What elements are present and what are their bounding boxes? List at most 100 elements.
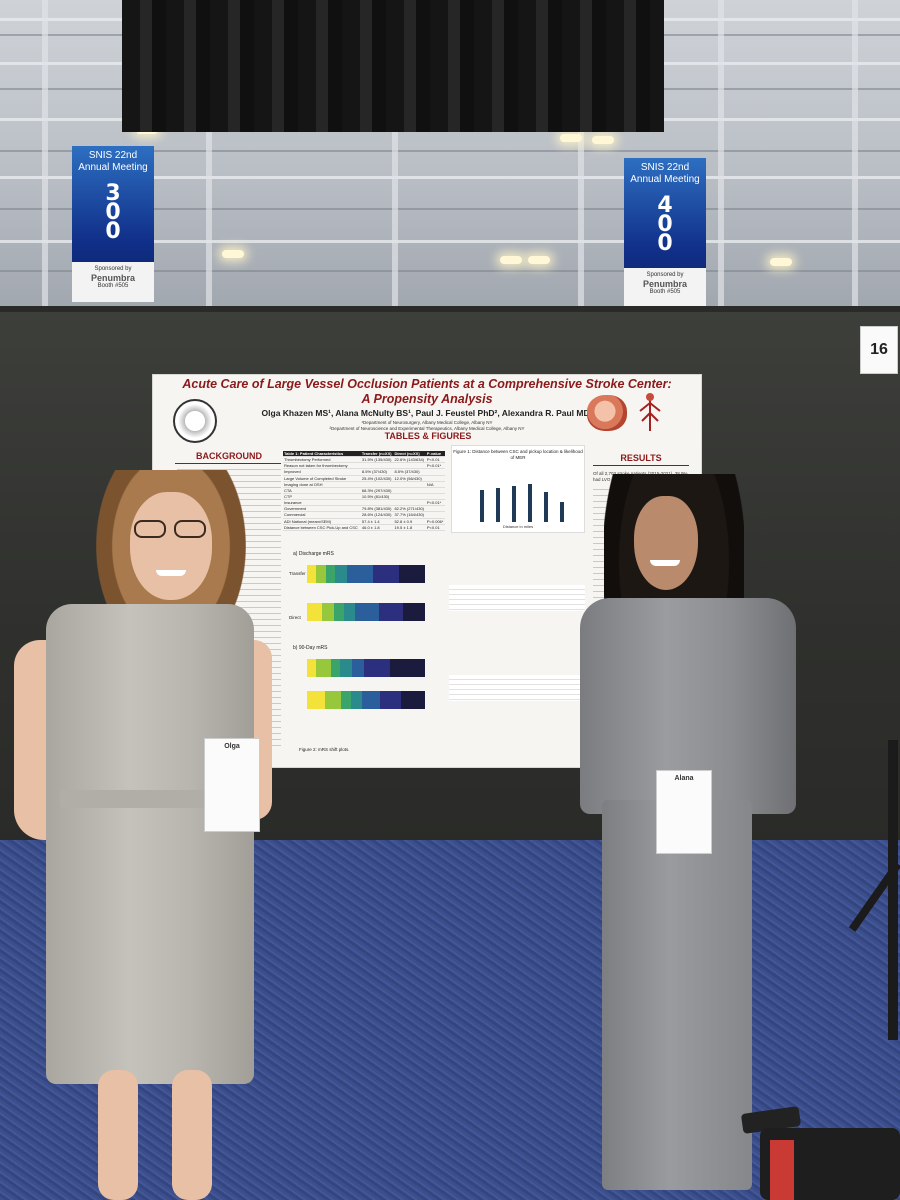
table-cell: [393, 487, 426, 494]
table-cell: [393, 493, 426, 501]
table-cell: 8.5% (37/430): [393, 468, 426, 476]
table-header: Transfer (n=XX): [360, 451, 394, 458]
person-left-leg: [98, 1070, 138, 1200]
affiliation-2: ²Department of Neuroscience and Experime…: [329, 426, 525, 431]
sponsor-name: Penumbra: [642, 279, 687, 289]
person-left-dress: [46, 604, 254, 1084]
table-cell: 57.4 ± 1.4: [360, 518, 394, 525]
table-cell: 62.2% (271/430): [393, 505, 426, 513]
poster-title: Acute Care of Large Vessel Occlusion Pat…: [153, 375, 701, 407]
sponsor-booth: Booth #505: [649, 289, 681, 295]
table-cell: N/A: [425, 481, 445, 488]
table-cell: 31.5% (135/430): [360, 456, 394, 464]
banner-sponsor: Sponsored by Penumbra Booth #505: [72, 262, 154, 302]
chart-bar: [560, 502, 564, 522]
person-right-trousers: [602, 800, 752, 1190]
banner-title: SNIS 22nd: [640, 162, 690, 173]
banner-subtitle: Annual Meeting: [630, 174, 700, 185]
figure-2a-label: a) Discharge mRS: [293, 551, 334, 557]
table-cell: [425, 487, 445, 494]
banner-title: SNIS 22nd: [88, 150, 138, 161]
sponsor-label: Sponsored by: [94, 266, 132, 272]
badge-name: Olga: [224, 743, 240, 750]
table-cell: [393, 462, 426, 470]
table-cell: 37.7% (164/430): [393, 511, 426, 519]
sponsor-booth: Booth #505: [97, 283, 129, 289]
outcome-table-discharge: [449, 585, 585, 611]
name-badge-right: Alana: [656, 770, 712, 854]
affiliation-1: ¹Department of Neurosurgery, Albany Medi…: [361, 420, 493, 425]
table-cell: 28.6% (124/430): [360, 511, 394, 519]
section-results: RESULTS: [620, 453, 662, 463]
table-cell: 79.8% (381/430): [360, 505, 394, 513]
figure-2-caption: Figure 2: mRS shift plots.: [299, 747, 350, 752]
table-row: Imaging done at OSH N/A: [283, 481, 445, 488]
table-cell: Imaging done at OSH: [283, 481, 361, 488]
banner-sponsor: Sponsored by Penumbra Booth #505: [624, 268, 706, 308]
chart-bar: [512, 486, 516, 522]
mrs-stacked-bar-90d-direct: [307, 691, 425, 709]
table-row: Thrombectomy Performed 31.5% (135/430) 22.…: [283, 456, 445, 464]
poster-affiliations: ¹Department of Neurosurgery, Albany Medi…: [153, 420, 701, 432]
table-cell: Large Volume of Completed Stroke: [283, 475, 361, 482]
patient-characteristics-table: Table 1: Patient Characteristics Transfe…: [283, 451, 445, 532]
person-right-face: [634, 496, 698, 590]
person-left-leg: [172, 1070, 212, 1200]
table-cell: Commercial: [283, 511, 361, 519]
booth-number: 16: [860, 326, 898, 374]
figure-1-title: Figure 1: Distance between CSC and picku…: [453, 449, 583, 460]
bag-strap: [770, 1140, 794, 1200]
table-cell: ADI National (mean±SEM): [283, 518, 361, 525]
figure-1-xlabel: Distance in miles: [502, 524, 534, 529]
outcome-table-90day: [449, 675, 585, 701]
table-cell: Government: [283, 505, 361, 513]
section-background: BACKGROUND: [196, 451, 262, 461]
table-cell: Thrombectomy Performed: [283, 456, 361, 464]
table-cell: P=0.006*: [425, 518, 445, 525]
table-cell: [425, 493, 445, 501]
poster-title-line2: A Propensity Analysis: [361, 392, 493, 406]
table-cell: P<0.01*: [425, 462, 445, 470]
table-row: Commercial 28.6% (124/430) 37.7% (164/430): [283, 511, 445, 519]
table-cell: 52.8 ± 0.9: [393, 518, 426, 525]
sponsor-name: Penumbra: [90, 273, 135, 283]
table-cell: Reason not taken for thrombectomy: [283, 462, 361, 470]
table-cell: [393, 499, 426, 507]
table-cell: 46.0 ± 1.8: [360, 524, 394, 532]
table-row: Insurance P<0.01*: [283, 499, 445, 507]
table-cell: [360, 462, 394, 470]
table-row: CTP 10.5% (81/430): [283, 493, 445, 501]
table-caption: Table 1: Patient Characteristics: [283, 451, 361, 458]
mrs-stacked-bar-90d-transfer: [307, 659, 425, 677]
poster-title-line1: Acute Care of Large Vessel Occlusion Pat…: [182, 377, 672, 391]
table-row: Government 79.8% (381/430) 62.2% (271/430): [283, 505, 445, 513]
chart-bar: [544, 492, 548, 522]
table-cell: 8.5% (37/430): [360, 468, 394, 476]
brain-icon: [587, 395, 627, 431]
table-cell: 25.4% (102/430): [360, 475, 394, 482]
table-cell: [360, 481, 394, 488]
table-cell: [425, 468, 445, 476]
table-cell: Improved: [283, 468, 361, 476]
table-cell: [360, 499, 394, 507]
person-left-face: [130, 492, 212, 600]
banner-subtitle: Annual Meeting: [78, 162, 148, 173]
glasses-icon: [130, 520, 212, 538]
table-row: Large Volume of Completed Stroke 25.4% (1…: [283, 475, 445, 482]
person-right-smile: [650, 560, 680, 566]
mrs-stacked-bar-direct: [307, 603, 425, 621]
table-cell: CTA: [283, 487, 361, 494]
mrs-stacked-bar-transfer: [307, 565, 425, 583]
table-header: P-value: [425, 451, 445, 458]
chart-bar: [480, 490, 484, 522]
figure-1-bar-chart: Figure 1: Distance between CSC and picku…: [451, 445, 585, 533]
table-row: Improved 8.5% (37/430) 8.5% (37/430): [283, 468, 445, 476]
table-row: ADI National (mean±SEM) 57.4 ± 1.4 52.8 ± …: [283, 518, 445, 525]
chart-bar: [496, 488, 500, 522]
results-text: Of all 2,703 stroke patients (2015-2021)…: [593, 471, 688, 482]
table-cell: 10.5% (81/430): [360, 493, 394, 501]
